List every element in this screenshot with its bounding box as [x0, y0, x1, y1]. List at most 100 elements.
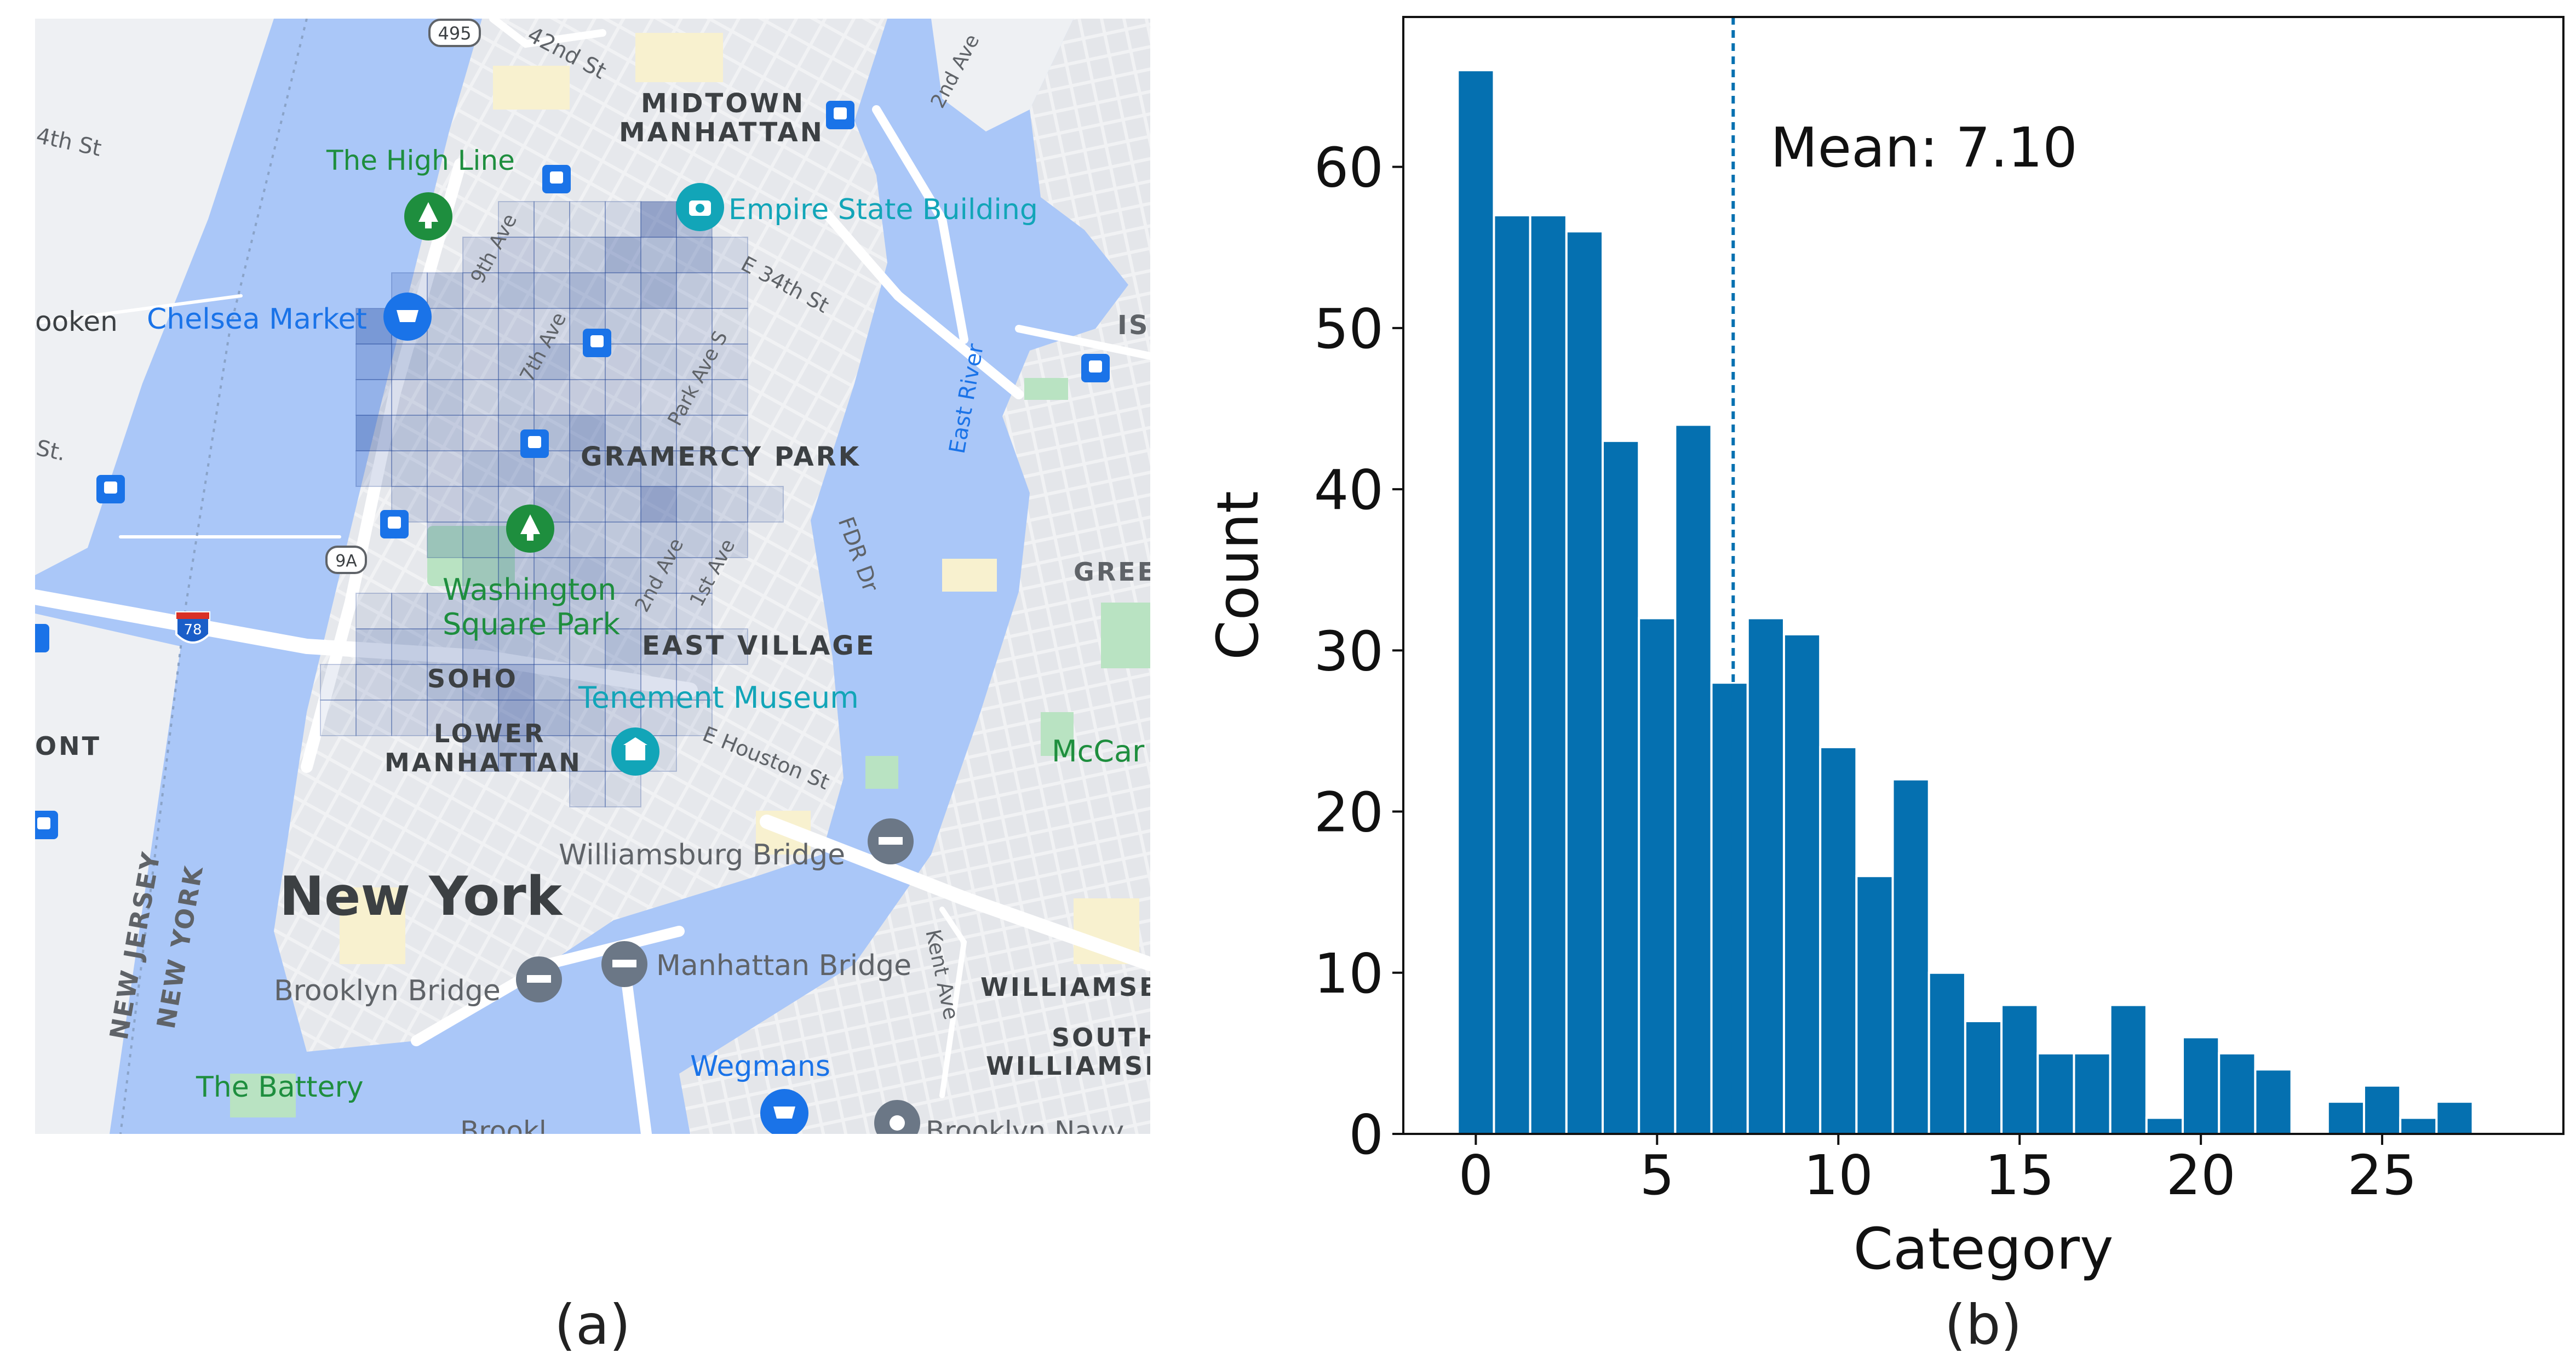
heat-grid-cell [427, 700, 463, 736]
heat-grid-cell [712, 343, 748, 380]
label-hoboken: ooken [35, 306, 118, 337]
heat-grid-cell [355, 628, 392, 665]
location-pin-icon[interactable] [874, 1100, 920, 1146]
shopping-cart-icon[interactable] [383, 293, 432, 341]
label-ont: ONT [35, 731, 101, 761]
heat-grid-cell [676, 272, 713, 309]
heat-grid-cell [605, 628, 641, 665]
heat-grid-cell [569, 771, 606, 807]
transit-icon-5[interactable] [380, 510, 409, 538]
transit-icon-7[interactable] [1081, 354, 1110, 382]
transit-icon-2[interactable] [542, 165, 571, 193]
camera-pin-icon[interactable] [676, 183, 724, 231]
park-pin-icon-washington[interactable] [506, 505, 554, 553]
heat-grid-cell [640, 237, 677, 273]
label-williamsburg-bridge: Williamsburg Bridge [559, 839, 845, 872]
heat-grid-cell [569, 237, 606, 273]
heat-grid-cell [498, 628, 535, 665]
transit-icon-6[interactable] [96, 475, 125, 503]
heat-grid-cell [712, 450, 748, 487]
heat-grid-cell [391, 415, 428, 451]
interstate-shield-78-icon: 78 [175, 611, 210, 644]
heat-grid-cell [427, 415, 463, 451]
bridge-pin-icon-brooklyn[interactable] [516, 956, 562, 1002]
heat-grid-cell [676, 486, 713, 523]
caption-b: (b) [1944, 1293, 2022, 1357]
museum-pin-icon[interactable] [611, 727, 659, 776]
heat-grid-cell [605, 664, 641, 701]
heat-grid-cell [462, 415, 499, 451]
heat-grid-cell [712, 237, 748, 273]
heat-grid-cell [640, 343, 677, 380]
heat-grid-cell [462, 664, 499, 701]
heat-grid-cell [427, 664, 463, 701]
heat-grid-cell [498, 593, 535, 629]
heat-grid-cell [533, 237, 570, 273]
x-tick-label: 20 [2166, 1143, 2236, 1207]
x-tick-label: 25 [2347, 1143, 2417, 1207]
heat-grid-cell [676, 557, 713, 594]
bridge-pin-icon-manhattan[interactable] [601, 941, 647, 987]
heat-grid-cell [391, 343, 428, 380]
heat-grid-cell [676, 521, 713, 558]
heat-grid-cell [462, 521, 499, 558]
new-jersey-land-lower [35, 614, 181, 1134]
heat-grid-cell [427, 593, 463, 629]
heat-grid-cell [569, 272, 606, 309]
heat-grid-cell [462, 343, 499, 380]
heat-grid-cell [640, 201, 677, 238]
heat-grid-cell [533, 379, 570, 416]
heat-grid-cell [498, 201, 535, 238]
heat-grid-cell [355, 450, 392, 487]
heat-grid-cell [640, 664, 677, 701]
histogram-bar [2000, 1004, 2039, 1135]
transit-icon[interactable] [826, 101, 854, 129]
svg-text:495: 495 [438, 23, 471, 44]
heat-grid-cell [355, 415, 392, 451]
heat-grid-cell [640, 557, 677, 594]
label-high-line: The High Line [326, 145, 515, 176]
heat-grid-cell [533, 700, 570, 736]
heat-grid-cell [640, 593, 677, 629]
label-soho: SOHO [427, 664, 518, 693]
histogram-bar [1710, 681, 1749, 1135]
histogram-bar [1674, 423, 1713, 1135]
label-isl: ISL [1117, 310, 1168, 341]
heat-grid-cell [712, 521, 748, 558]
heat-grid-cell [676, 664, 713, 701]
label-midtown-2: MANHATTAN [619, 117, 824, 148]
y-tick-label: 20 [1314, 781, 1384, 845]
heat-grid-cell [676, 450, 713, 487]
transit-icon-3[interactable] [583, 329, 611, 357]
bridge-pin-icon[interactable] [868, 818, 914, 864]
histogram-bar [1927, 971, 1966, 1135]
park-pin-icon[interactable] [404, 192, 452, 240]
histogram-bar [1493, 214, 1531, 1136]
histogram-bar [1638, 617, 1677, 1136]
heat-grid-cell [427, 379, 463, 416]
x-tick-label: 10 [1804, 1143, 1873, 1207]
heat-grid-cell [605, 771, 641, 807]
highway-shield-9a-icon: 9A [325, 546, 367, 574]
heat-grid-cell [462, 450, 499, 487]
heat-grid-cell [498, 735, 535, 772]
shopping-cart-icon-wegmans[interactable] [760, 1089, 808, 1137]
heat-grid-cell [676, 343, 713, 380]
transit-icon-9[interactable] [21, 624, 49, 652]
label-brooklyn-navy: Brooklyn Navy [926, 1115, 1124, 1147]
heat-grid-cell [462, 308, 499, 345]
label-tenement: Tenement Museum [578, 680, 859, 715]
histogram-bar [1891, 778, 1930, 1135]
x-tick-label: 0 [1459, 1143, 1494, 1207]
transit-icon-8[interactable] [30, 811, 58, 839]
heat-grid-cell [640, 486, 677, 523]
highway-shield-495-icon: 495 [428, 19, 481, 47]
heat-grid-cell [569, 521, 606, 558]
transit-icon-4[interactable] [520, 429, 549, 458]
heat-grid-cell [462, 557, 499, 594]
label-south-2: WILLIAMSE [986, 1051, 1164, 1081]
heat-grid-cell [427, 486, 463, 523]
histogram-bar [1602, 439, 1640, 1136]
histogram-bar [1855, 875, 1894, 1136]
